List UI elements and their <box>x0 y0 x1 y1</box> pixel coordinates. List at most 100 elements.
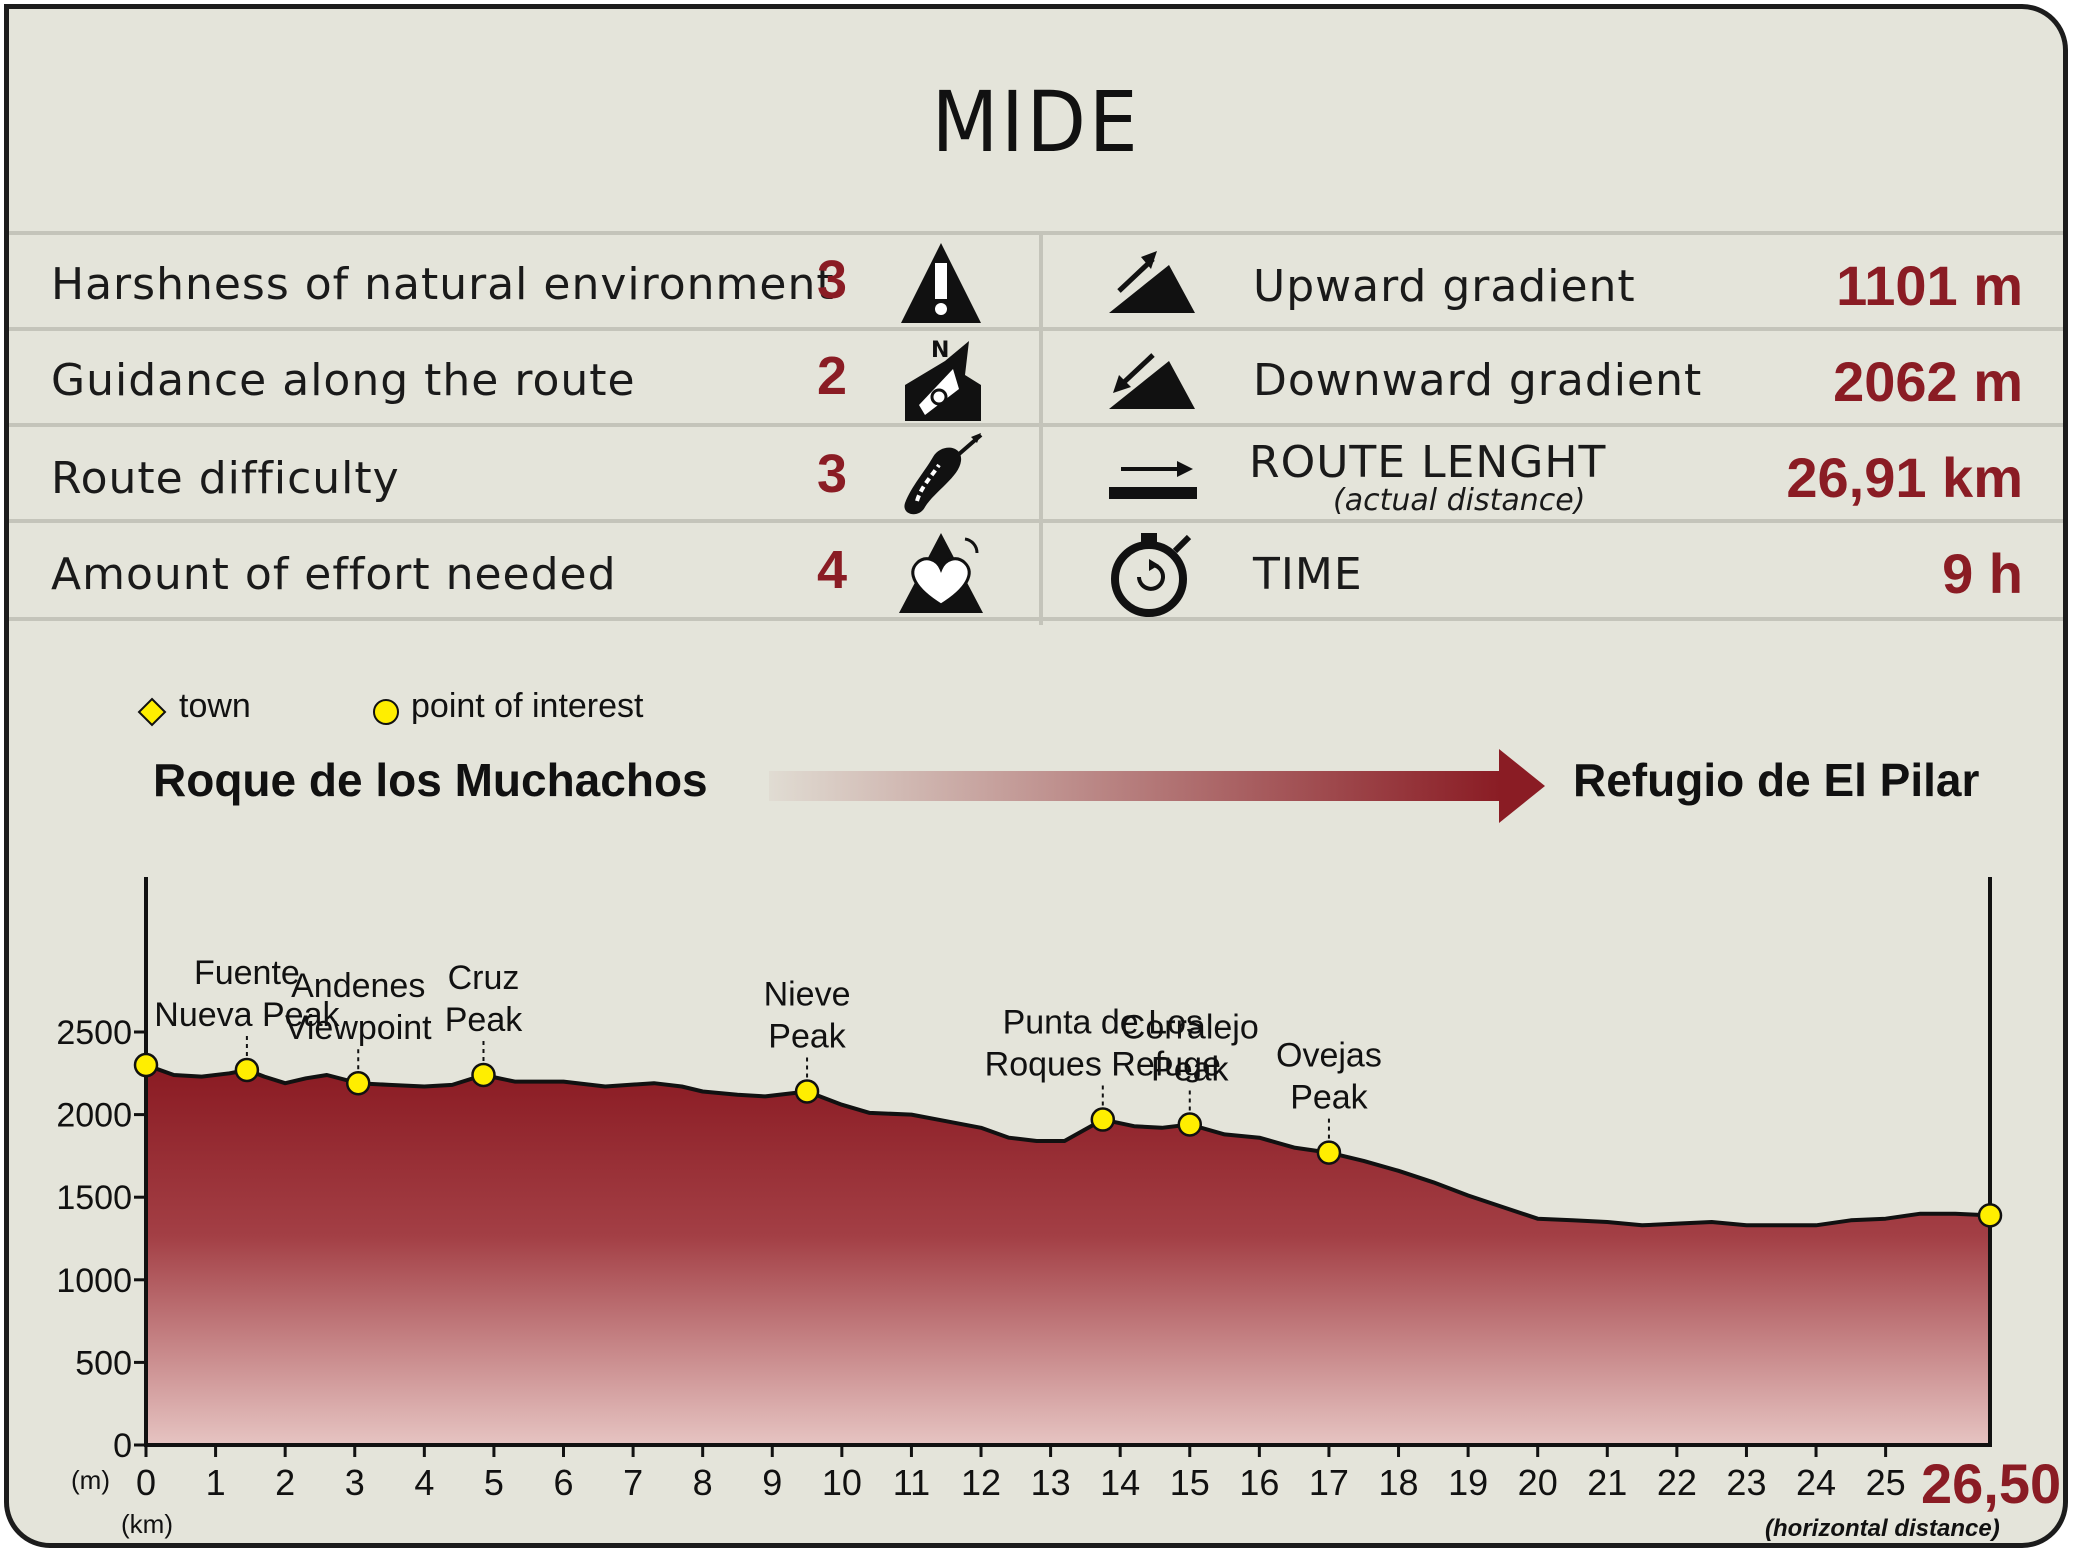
x-tick-label: 16 <box>1239 1462 1279 1503</box>
poi-label: Ovejas Peak <box>1276 1037 1382 1117</box>
x-tick-label: 17 <box>1309 1462 1349 1503</box>
poi-label-line: Peak <box>1290 1079 1368 1117</box>
table-divider <box>9 617 2063 621</box>
poi-marker <box>133 1052 159 1078</box>
poi-marker <box>1177 1112 1203 1137</box>
x-tick-label: 5 <box>484 1462 504 1503</box>
poi-marker <box>234 1057 260 1083</box>
mide-score: 3 <box>817 444 848 504</box>
poi-label-line: Peak <box>1151 1051 1229 1089</box>
column-divider <box>1039 235 1043 625</box>
mide-label: Amount of effort needed <box>51 549 617 600</box>
poi-label-line: Fuente <box>194 954 300 992</box>
poi-label-line: Peak <box>445 1001 523 1039</box>
heart-mountain-icon <box>899 533 983 613</box>
mide-value: 26,91 km <box>1786 446 2023 509</box>
poi-marker <box>1977 1203 2003 1228</box>
mide-label: Guidance along the route <box>51 355 636 406</box>
poi-label: Cruz Peak <box>445 959 523 1039</box>
total-distance-label: 26,50 <box>1921 1452 2062 1515</box>
x-tick-label: 19 <box>1448 1462 1488 1503</box>
route-direction-arrow-icon <box>769 749 1545 823</box>
x-axis-unit: (km) <box>121 1509 173 1539</box>
mide-label: Downward gradient <box>1253 355 1703 406</box>
mide-label: Upward gradient <box>1253 261 1636 312</box>
poi-label-line: Roques Refuge <box>985 1046 1221 1084</box>
route-start: Roque de los Muchachos <box>153 754 708 806</box>
y-axis-unit: (m) <box>71 1465 110 1495</box>
poi-label-line: Peak <box>768 1017 846 1055</box>
y-tick-label: 2500 <box>56 1014 132 1052</box>
poi-marker <box>1090 1107 1116 1132</box>
x-tick-label: 4 <box>414 1462 434 1503</box>
table-divider <box>9 519 2063 523</box>
page-title: MIDE <box>931 73 1141 171</box>
x-tick-label: 13 <box>1031 1462 1071 1503</box>
poi-label-line: Corralejo <box>1121 1009 1259 1047</box>
elevation-area <box>146 1065 1990 1445</box>
poi-label: Corralejo Peak <box>1121 1009 1259 1089</box>
mide-label: ROUTE LENGHT <box>1249 437 1607 488</box>
x-tick-label: 12 <box>961 1462 1001 1503</box>
x-tick-label: 22 <box>1657 1462 1697 1503</box>
table-divider <box>9 231 2063 235</box>
poi-label-line: Cruz <box>448 959 520 997</box>
poi-marker <box>471 1062 496 1088</box>
x-tick-label: 21 <box>1587 1462 1627 1503</box>
x-tick-label: 3 <box>345 1462 365 1503</box>
poi-label: Andenes Viewpoint <box>285 967 432 1047</box>
poi-label: Punta de Los Roques Refuge <box>985 1004 1221 1084</box>
x-tick-label: 10 <box>822 1462 862 1503</box>
horizontal-distance-note: (horizontal distance) <box>1765 1515 2000 1542</box>
mide-score: 2 <box>817 346 848 406</box>
compass-sign-icon: N <box>905 338 981 421</box>
poi-label-line: Nueva Peak <box>154 996 340 1034</box>
elevation-line <box>145 1063 1991 1228</box>
route-end: Refugio de El Pilar <box>1573 754 1980 806</box>
footprint-icon <box>904 433 983 515</box>
mide-sublabel: (actual distance) <box>1333 483 1586 518</box>
horizontal-arrow-icon <box>1109 461 1197 499</box>
legend-poi: point of interest <box>411 687 644 725</box>
x-tick-label: 24 <box>1796 1462 1836 1503</box>
x-tick-label: 20 <box>1518 1462 1558 1503</box>
mide-value: 2062 m <box>1833 350 2023 413</box>
poi-label-line: Viewpoint <box>285 1009 432 1047</box>
x-tick-label: 23 <box>1726 1462 1766 1503</box>
x-tick-label: 1 <box>206 1462 226 1503</box>
downhill-arrow-icon <box>1109 353 1195 409</box>
poi-label: Fuente Nueva Peak <box>154 954 340 1034</box>
x-tick-label: 0 <box>136 1462 156 1503</box>
y-tick-label: 1500 <box>56 1179 132 1217</box>
poi-label: Nieve Peak <box>764 975 851 1055</box>
poi-marker <box>794 1079 820 1104</box>
legend-town: town <box>179 687 251 725</box>
stopwatch-icon <box>1111 533 1192 617</box>
mide-value: 9 h <box>1942 542 2023 605</box>
mide-card: MIDE Harshness of natural environment 3 … <box>4 4 2068 1548</box>
poi-label-line: Ovejas <box>1276 1037 1382 1075</box>
uphill-arrow-icon <box>1109 251 1195 313</box>
x-tick-label: 14 <box>1100 1462 1140 1503</box>
poi-marker <box>1316 1140 1342 1165</box>
mide-value: 1101 m <box>1836 254 2023 317</box>
town-marker-icon <box>137 697 167 727</box>
x-tick-label: 8 <box>693 1462 713 1503</box>
x-tick-label: 6 <box>553 1462 573 1503</box>
mide-label: Harshness of natural environment <box>51 259 835 310</box>
warning-mountain-icon <box>901 243 981 323</box>
x-tick-label: 9 <box>762 1462 782 1503</box>
x-tick-label: 18 <box>1379 1462 1419 1503</box>
table-divider <box>9 327 2063 331</box>
y-tick-label: 500 <box>75 1344 132 1382</box>
mide-label: TIME <box>1253 549 1363 600</box>
poi-label-line: Nieve <box>764 975 851 1013</box>
table-divider <box>9 423 2063 427</box>
mide-label: Route difficulty <box>51 453 400 504</box>
x-tick-label: 25 <box>1866 1462 1906 1503</box>
poi-label-line: Andenes <box>291 967 425 1005</box>
svg-text:N: N <box>931 338 949 363</box>
poi-marker-icon <box>373 699 399 725</box>
x-tick-label: 2 <box>275 1462 295 1503</box>
